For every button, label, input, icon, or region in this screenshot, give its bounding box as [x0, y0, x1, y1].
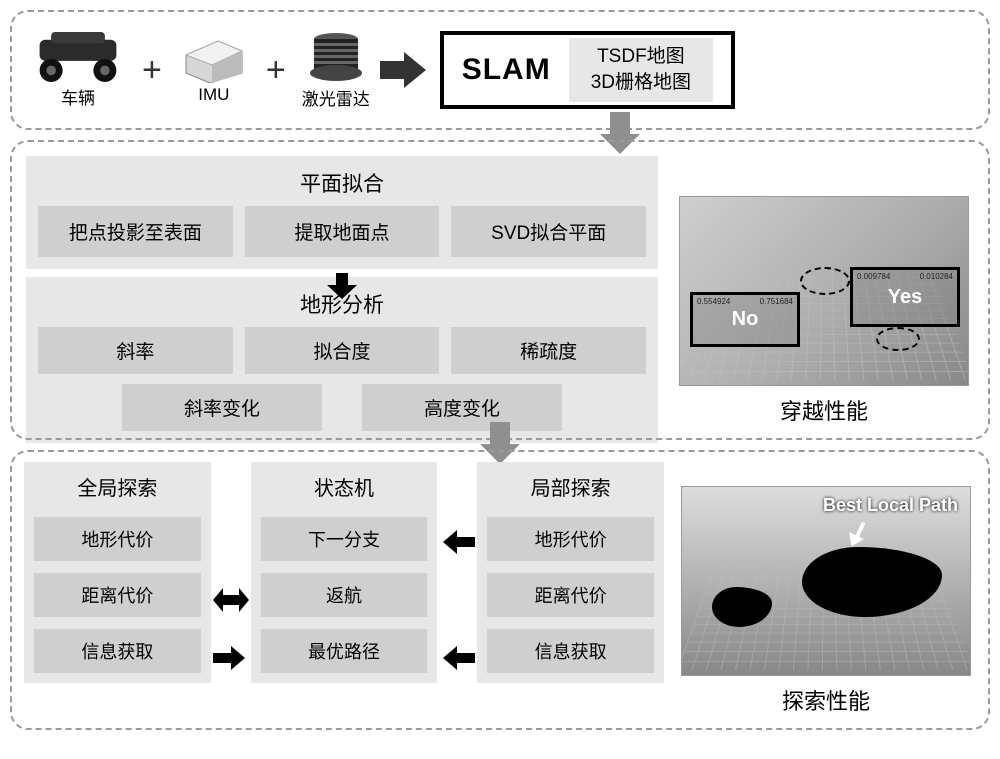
arrow-left-icon — [439, 530, 475, 554]
slam-map-3dgrid: 3D栅格地图 — [591, 70, 691, 96]
sensor-vehicle: 车辆 — [30, 32, 126, 109]
global-info-gain: 信息获取 — [34, 629, 201, 673]
panel-terrain-analysis: 地形分析 斜率 拟合度 稀疏度 斜率变化 高度变化 — [26, 277, 658, 443]
local-title: 局部探索 — [487, 468, 654, 505]
arrow-left-icon — [439, 646, 475, 670]
terrain-fit: 拟合度 — [245, 327, 440, 374]
sensor-imu: IMU — [178, 35, 250, 105]
state-return-home: 返航 — [261, 573, 428, 617]
global-terrain-cost: 地形代价 — [34, 517, 201, 561]
plus-icon: + — [260, 51, 292, 90]
vehicle-icon — [30, 32, 126, 82]
section-traversability: 平面拟合 把点投影至表面 提取地面点 SVD拟合平面 地形分析 斜率 拟合度 稀… — [10, 140, 990, 440]
local-distance-cost: 距离代价 — [487, 573, 654, 617]
plus-icon: + — [136, 51, 168, 90]
footprint-no-label: No — [732, 308, 759, 331]
local-terrain-cost: 地形代价 — [487, 517, 654, 561]
panel-local-exploration: 局部探索 地形代价 距离代价 信息获取 — [477, 462, 664, 683]
fp-no-val-1: 0.751684 — [760, 297, 793, 306]
state-title: 状态机 — [261, 468, 428, 505]
local-info-gain: 信息获取 — [487, 629, 654, 673]
section-exploration: 全局探索 地形代价 距离代价 信息获取 状态机 下一分支 返航 最优路径 局部探… — [10, 450, 990, 730]
fp-no-val-0: 0.554924 — [697, 297, 730, 306]
imu-label: IMU — [198, 85, 229, 105]
terrain-slope: 斜率 — [38, 327, 233, 374]
slam-title: SLAM — [462, 53, 551, 87]
panel-state-machine: 状态机 下一分支 返航 最优路径 — [251, 462, 438, 683]
terrain-slope-change: 斜率变化 — [122, 384, 322, 431]
fp-yes-val-3: 0.010284 — [920, 272, 953, 281]
plane-fitting-title: 平面拟合 — [38, 164, 646, 206]
exploration-caption: 探索性能 — [782, 684, 870, 716]
plane-step-project: 把点投影至表面 — [38, 206, 233, 257]
imu-icon — [178, 35, 250, 83]
traversability-image: 0.554924 0.751684 No 0.009784 0.010284 Y… — [679, 196, 969, 386]
state-best-path: 最优路径 — [261, 629, 428, 673]
state-next-branch: 下一分支 — [261, 517, 428, 561]
global-title: 全局探索 — [34, 468, 201, 505]
section-input-slam: 车辆 + IMU + — [10, 10, 990, 130]
plane-step-extract: 提取地面点 — [245, 206, 440, 257]
footprint-yes-label: Yes — [888, 286, 922, 309]
global-distance-cost: 距离代价 — [34, 573, 201, 617]
best-local-path-label: Best Local Path — [823, 495, 958, 516]
panel-global-exploration: 全局探索 地形代价 距离代价 信息获取 — [24, 462, 211, 683]
plane-step-svd: SVD拟合平面 — [451, 206, 646, 257]
slam-box: SLAM TSDF地图 3D栅格地图 — [440, 31, 735, 109]
arrow-right-icon — [213, 646, 249, 670]
footprint-yes-box: 0.009784 0.010284 Yes — [850, 267, 960, 327]
lidar-label: 激光雷达 — [302, 85, 370, 110]
arrow-right-icon — [380, 52, 430, 88]
arrow-bidir-icon — [213, 588, 249, 612]
fp-yes-val-0: 0.009784 — [857, 272, 890, 281]
exploration-image: Best Local Path — [681, 486, 971, 676]
vehicle-label: 车辆 — [61, 84, 95, 109]
footprint-no-box: 0.554924 0.751684 No — [690, 292, 800, 347]
traversability-caption: 穿越性能 — [780, 394, 868, 426]
arrow-pointer-icon — [840, 521, 870, 551]
terrain-sparsity: 稀疏度 — [451, 327, 646, 374]
slam-map-tsdf: TSDF地图 — [591, 44, 691, 70]
slam-maps: TSDF地图 3D栅格地图 — [569, 38, 713, 101]
panel-plane-fitting: 平面拟合 把点投影至表面 提取地面点 SVD拟合平面 — [26, 156, 658, 269]
terrain-height-change: 高度变化 — [362, 384, 562, 431]
sensor-lidar: 激光雷达 — [302, 31, 370, 110]
lidar-icon — [306, 31, 366, 83]
